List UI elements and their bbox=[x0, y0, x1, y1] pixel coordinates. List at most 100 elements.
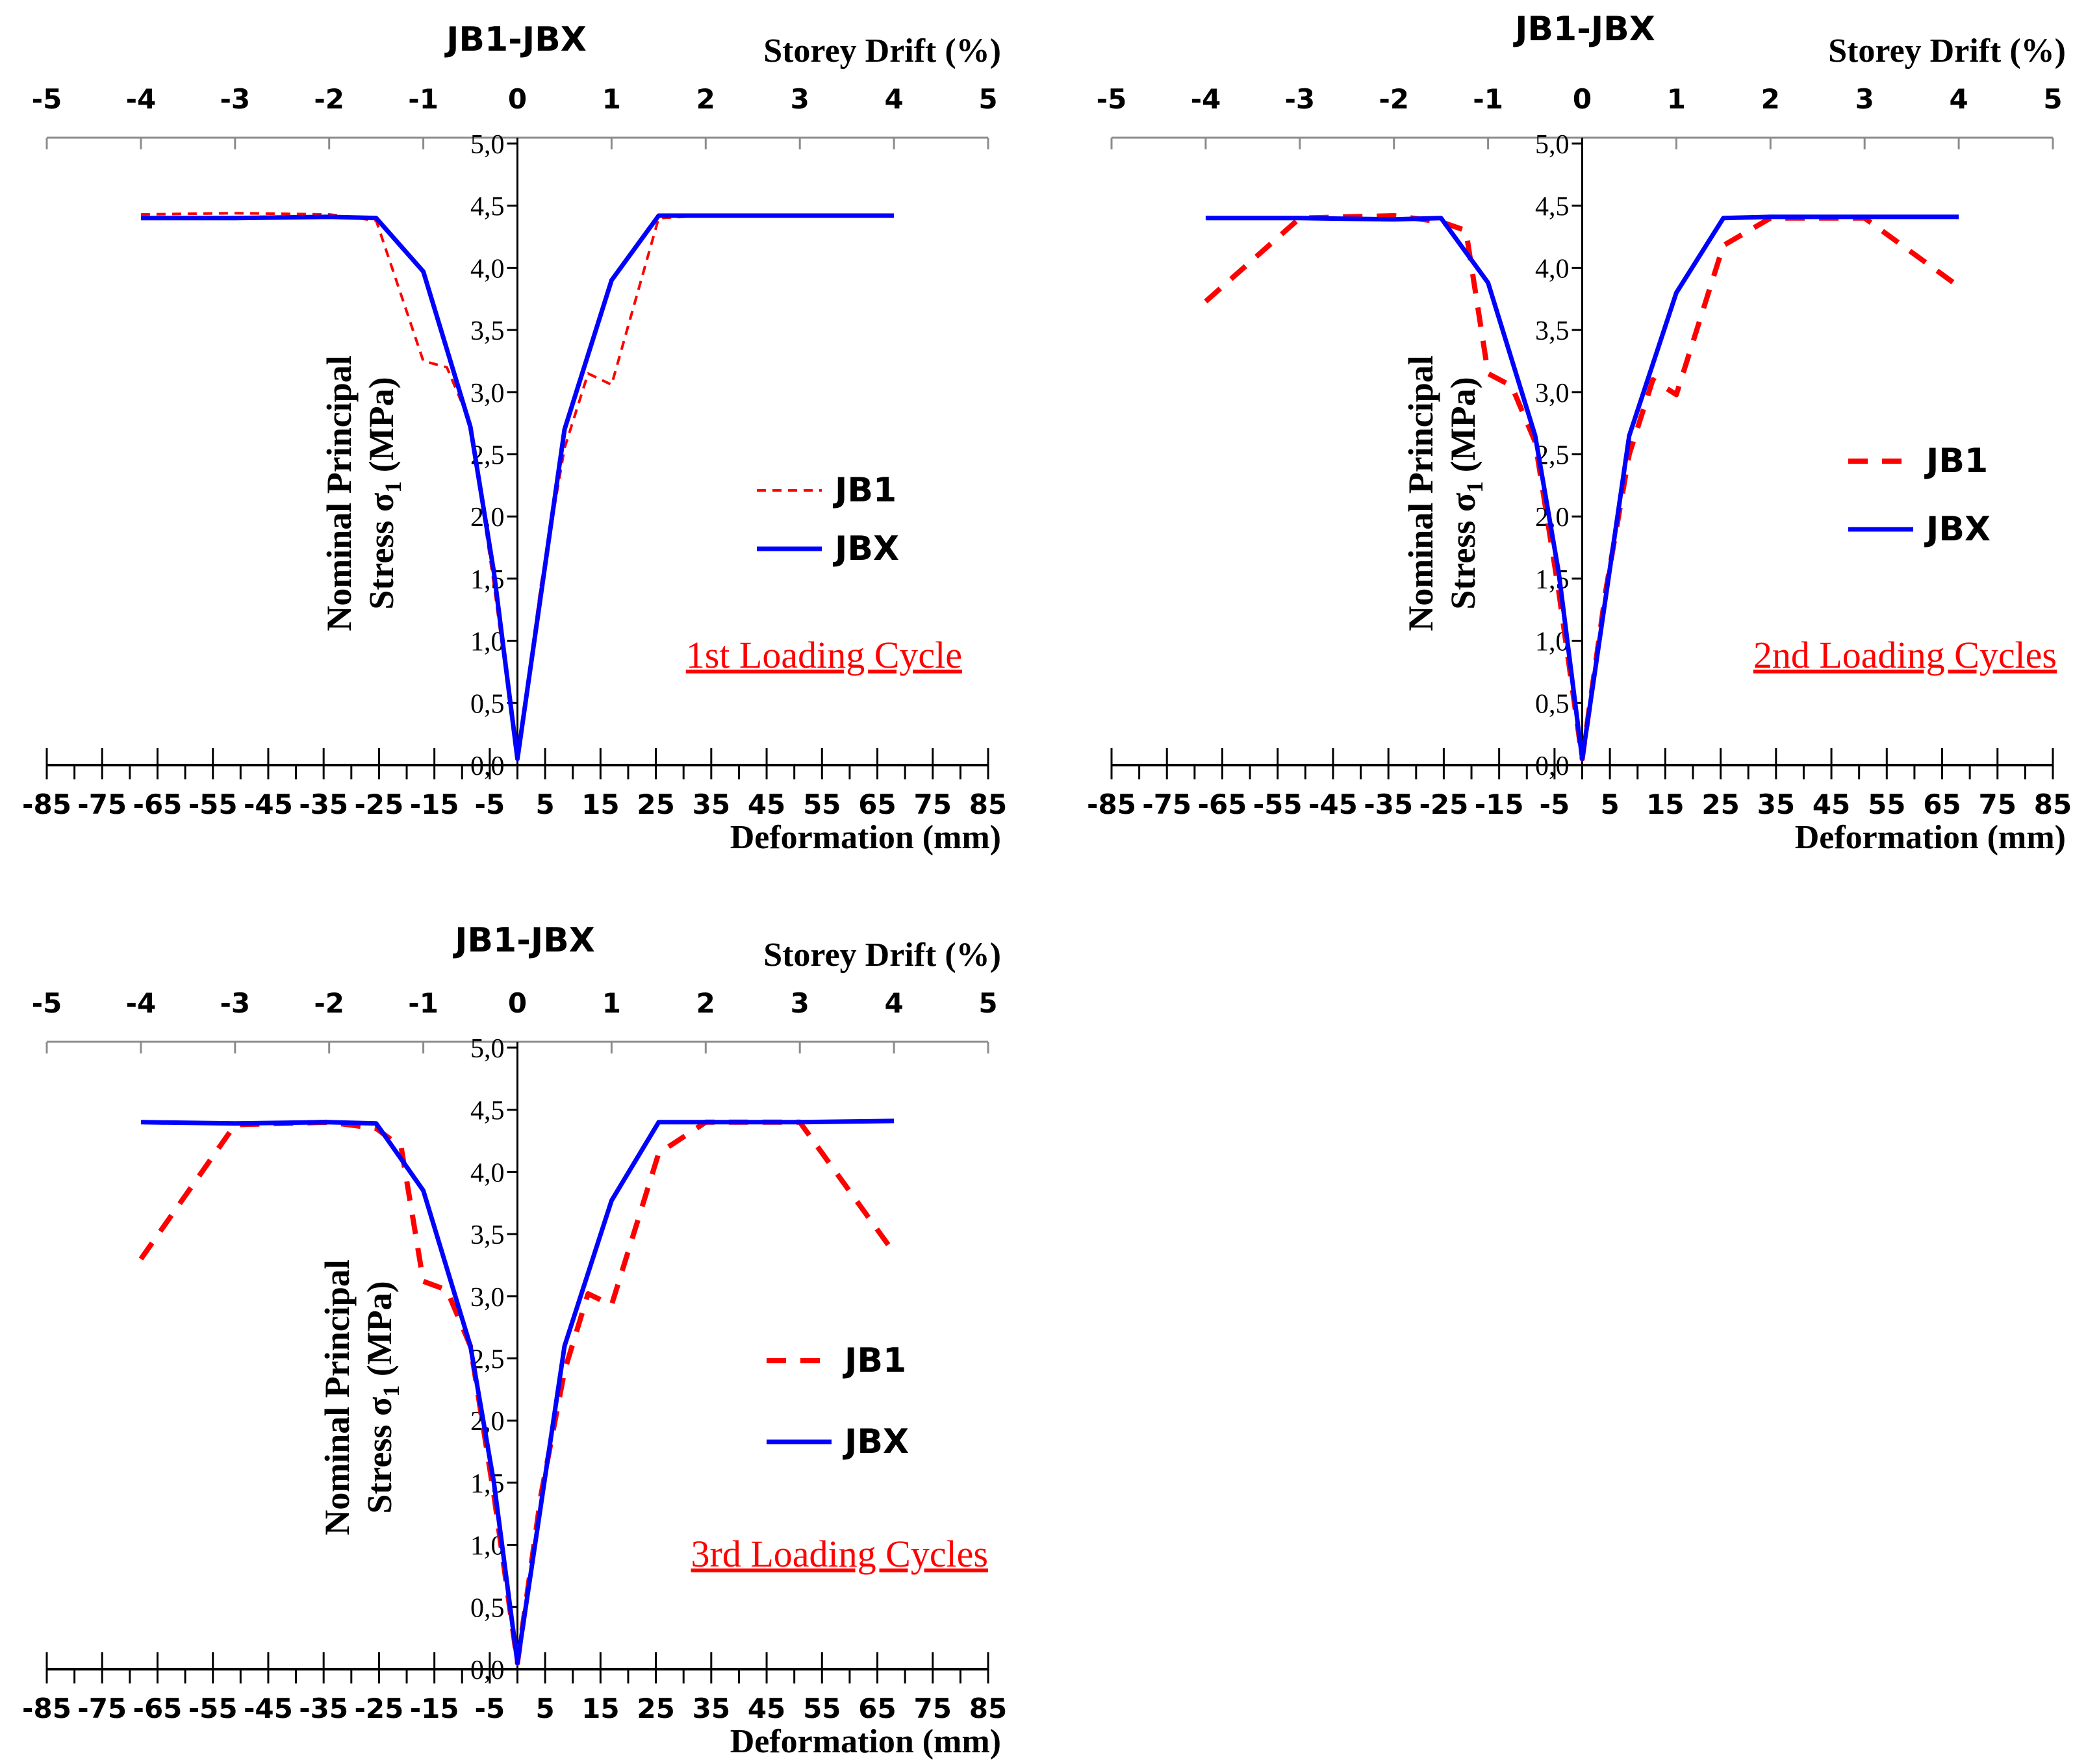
x-tick-label: 35 bbox=[1757, 788, 1795, 820]
drift-tick-label: -5 bbox=[32, 987, 62, 1019]
y-tick-label: 4,5 bbox=[470, 192, 505, 222]
drift-tick-label: -3 bbox=[1284, 83, 1315, 115]
series-line-jbx bbox=[140, 1118, 895, 1665]
legend-label-jbx: JBX bbox=[833, 529, 899, 568]
x-tick-label: -25 bbox=[354, 788, 403, 820]
chart-title: JB1-JBX bbox=[1513, 10, 1655, 49]
x-tick-label: -65 bbox=[133, 1693, 183, 1724]
drift-tick-label: 0 bbox=[1573, 83, 1592, 115]
loading-cycle-annotation: 3rd Loading Cycles bbox=[691, 1533, 988, 1575]
x-tick-label: -75 bbox=[77, 788, 127, 820]
x-tick-label: -45 bbox=[244, 1693, 293, 1724]
y-tick-label: 3,5 bbox=[470, 1220, 505, 1250]
y-tick-label: 0,5 bbox=[470, 1593, 505, 1623]
x-tick-label: -25 bbox=[1419, 788, 1468, 820]
x-tick-label: -25 bbox=[354, 1693, 403, 1724]
x-tick-label: -65 bbox=[1198, 788, 1247, 820]
drift-tick-label: 0 bbox=[508, 83, 527, 115]
deformation-label: Deformation (mm) bbox=[730, 1723, 1001, 1760]
y-axis-label-stress: Stress σ bbox=[360, 1396, 399, 1514]
y-axis-label-subscript: 1 bbox=[378, 1385, 404, 1397]
x-tick-label: 15 bbox=[581, 1693, 619, 1724]
x-tick-label: -75 bbox=[1142, 788, 1191, 820]
x-tick-label: -85 bbox=[1087, 788, 1136, 820]
y-axis-label-line1: Nominal Principal bbox=[318, 1259, 357, 1535]
drift-tick-label: 2 bbox=[1761, 83, 1780, 115]
drift-tick-label: 2 bbox=[696, 987, 715, 1019]
chart-title: JB1-JBX bbox=[453, 921, 595, 960]
x-tick-label: -5 bbox=[475, 1693, 505, 1724]
drift-tick-label: 5 bbox=[978, 83, 997, 115]
y-tick-label: 4,0 bbox=[470, 1158, 505, 1188]
y-tick-label: 3,5 bbox=[1535, 316, 1570, 346]
x-tick-label: 5 bbox=[536, 1693, 555, 1724]
x-tick-label: 35 bbox=[693, 1693, 730, 1724]
x-tick-label: -35 bbox=[299, 788, 348, 820]
loading-cycle-annotation: 2nd Loading Cycles bbox=[1753, 634, 2057, 676]
drift-tick-label: 4 bbox=[1949, 83, 1968, 115]
loading-cycle-annotation: 1st Loading Cycle bbox=[686, 634, 962, 676]
y-axis-label-unit: (MPa) bbox=[360, 1281, 399, 1385]
drift-tick-label: 3 bbox=[791, 83, 809, 115]
y-axis-label-unit: (MPa) bbox=[362, 377, 401, 481]
x-tick-label: 85 bbox=[969, 1693, 1007, 1724]
drift-tick-label: 1 bbox=[602, 83, 621, 115]
drift-tick-label: -2 bbox=[314, 83, 344, 115]
drift-tick-label: 3 bbox=[1855, 83, 1874, 115]
x-tick-label: -15 bbox=[1475, 788, 1524, 820]
y-tick-label: 5,0 bbox=[470, 130, 505, 160]
y-axis-label-unit: (MPa) bbox=[1444, 377, 1482, 481]
drift-tick-label: 3 bbox=[791, 987, 809, 1019]
drift-tick-label: -4 bbox=[126, 83, 157, 115]
y-tick-label: 4,0 bbox=[470, 254, 505, 284]
x-tick-label: 25 bbox=[637, 1693, 674, 1724]
x-tick-label: -55 bbox=[188, 788, 238, 820]
drift-tick-label: 2 bbox=[696, 83, 715, 115]
x-tick-label: -85 bbox=[22, 1693, 71, 1724]
drift-tick-label: -2 bbox=[1379, 83, 1409, 115]
x-tick-label: -65 bbox=[133, 788, 183, 820]
y-tick-label: 0,5 bbox=[470, 689, 505, 719]
storey-drift-label: Storey Drift (%) bbox=[763, 32, 1001, 69]
x-tick-label: 55 bbox=[1868, 788, 1905, 820]
x-tick-label: 15 bbox=[1646, 788, 1684, 820]
x-tick-label: -35 bbox=[1364, 788, 1413, 820]
y-axis-label-subscript: 1 bbox=[380, 481, 406, 493]
x-tick-label: -15 bbox=[410, 1693, 459, 1724]
x-tick-label: 55 bbox=[803, 788, 841, 820]
y-tick-label: 1,5 bbox=[470, 1469, 505, 1499]
drift-tick-label: 1 bbox=[602, 987, 621, 1019]
y-tick-label: 0,5 bbox=[1535, 689, 1570, 719]
x-tick-label: -15 bbox=[410, 788, 459, 820]
x-tick-label: 15 bbox=[581, 788, 619, 820]
drift-tick-label: -4 bbox=[1191, 83, 1221, 115]
drift-tick-label: -1 bbox=[1473, 83, 1503, 115]
y-tick-label: 3,0 bbox=[1535, 379, 1570, 409]
drift-tick-label: -5 bbox=[32, 83, 62, 115]
series-line-jbx bbox=[140, 213, 895, 761]
y-tick-label: 4,5 bbox=[1535, 192, 1570, 222]
y-axis-label-subscript: 1 bbox=[1462, 481, 1488, 493]
x-tick-label: -75 bbox=[77, 1693, 127, 1724]
x-tick-label: 5 bbox=[536, 788, 555, 820]
legend-label-jb1: JB1 bbox=[1924, 442, 1988, 481]
y-tick-label: 3,0 bbox=[470, 379, 505, 409]
drift-tick-label: 5 bbox=[978, 987, 997, 1019]
legend-label-jb1: JB1 bbox=[843, 1341, 906, 1380]
x-tick-label: 45 bbox=[748, 788, 785, 820]
x-tick-label: -45 bbox=[1308, 788, 1358, 820]
x-tick-label: 75 bbox=[1979, 788, 2016, 820]
legend-label-jb1: JB1 bbox=[833, 471, 897, 510]
x-tick-label: -55 bbox=[1253, 788, 1303, 820]
x-tick-label: 25 bbox=[637, 788, 674, 820]
drift-tick-label: 4 bbox=[884, 987, 903, 1019]
drift-tick-label: -4 bbox=[126, 987, 157, 1019]
deformation-label: Deformation (mm) bbox=[1795, 819, 2066, 856]
storey-drift-label: Storey Drift (%) bbox=[763, 937, 1001, 974]
x-tick-label: 25 bbox=[1701, 788, 1739, 820]
y-axis-label-stress: Stress σ bbox=[1444, 492, 1482, 610]
y-tick-label: 5,0 bbox=[1535, 130, 1570, 160]
x-tick-label: 85 bbox=[969, 788, 1007, 820]
